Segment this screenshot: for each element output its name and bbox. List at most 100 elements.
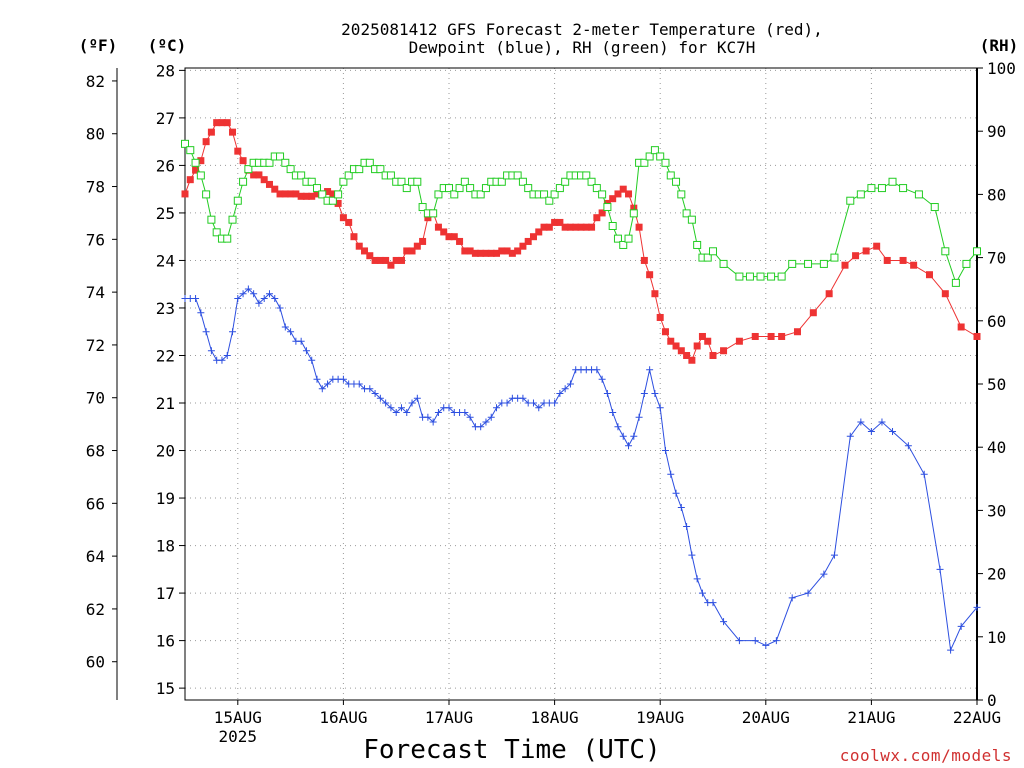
temperature-series-line <box>184 122 978 362</box>
temperature-point <box>672 342 680 350</box>
temperature-point <box>223 119 231 127</box>
dewpoint-point <box>466 413 474 421</box>
rh-point <box>497 177 506 186</box>
temperature-point <box>873 242 881 250</box>
rh-point <box>455 184 464 193</box>
temperature-point <box>551 218 559 226</box>
temperature-point <box>852 252 860 260</box>
plot-frame <box>184 67 978 701</box>
rh-point <box>413 177 422 186</box>
temperature-point <box>197 157 205 165</box>
rh-point <box>640 158 649 167</box>
rh-point <box>719 259 728 268</box>
temperature-point <box>239 157 247 165</box>
rh-point <box>804 259 813 268</box>
rh-point <box>608 222 617 230</box>
rh-point <box>286 165 295 174</box>
x-axis-title: Forecast Time (UTC) <box>363 735 660 765</box>
temperature-point <box>302 192 310 200</box>
temperature-point <box>424 214 432 222</box>
temperature-point <box>793 328 801 336</box>
temperature-point <box>572 223 580 231</box>
temperature-point <box>271 185 279 193</box>
dewpoint-point <box>297 337 305 345</box>
rh-point <box>365 158 374 167</box>
celsius-tick-label: 24 <box>156 251 175 270</box>
temperature-point <box>524 237 532 245</box>
dewpoint-point <box>529 399 537 407</box>
temperature-point <box>630 204 638 212</box>
rh-point <box>196 171 205 180</box>
temperature-point <box>862 247 870 255</box>
rh-point <box>339 177 348 186</box>
dewpoint-point <box>646 366 654 374</box>
temperature-point <box>593 214 601 222</box>
temperature-point <box>408 247 416 255</box>
rh-tick-label: 90 <box>987 122 1006 141</box>
rh-point <box>777 272 786 281</box>
temperature-point <box>561 223 569 231</box>
temperature-point <box>276 190 284 198</box>
dewpoint-series-line <box>185 288 978 652</box>
rh-point <box>276 152 285 161</box>
temperature-point <box>371 256 379 264</box>
rh-point <box>555 184 564 193</box>
dewpoint-point <box>656 404 664 412</box>
temperature-point <box>445 233 453 241</box>
rh-point <box>645 152 654 161</box>
celsius-tick-label: 18 <box>156 537 175 556</box>
dewpoint-point <box>556 390 564 398</box>
rh-point <box>476 190 485 199</box>
rh-unit-label: (RH) <box>980 36 1019 55</box>
temperature-point <box>355 242 363 250</box>
fahrenheit-tick-label: 68 <box>86 442 105 461</box>
dewpoint-point <box>207 347 215 355</box>
dewpoint-point <box>609 409 617 417</box>
temperature-point <box>973 332 981 340</box>
dewpoint-point <box>551 399 559 407</box>
temperature-point <box>698 332 706 340</box>
dewpoint-point <box>244 285 252 293</box>
rh-point <box>402 184 411 193</box>
temperature-point <box>598 209 606 217</box>
temperature-point <box>735 337 743 345</box>
temperature-point <box>250 171 258 179</box>
dewpoint-point <box>371 390 379 398</box>
dewpoint-point <box>830 551 838 559</box>
dewpoint-point <box>651 390 659 398</box>
temperature-point <box>202 138 210 146</box>
dewpoint-point <box>260 294 268 302</box>
rh-tick-label: 0 <box>987 691 997 710</box>
rh-tick-label: 30 <box>987 501 1006 520</box>
celsius-unit-label: (ºC) <box>148 36 187 55</box>
celsius-tick-label: 25 <box>156 204 175 223</box>
dewpoint-point <box>281 323 289 331</box>
rh-point <box>603 203 612 212</box>
dewpoint-point <box>223 351 231 359</box>
rh-tick-label: 100 <box>987 59 1016 78</box>
temperature-point <box>899 256 907 264</box>
rh-point <box>962 259 971 268</box>
rh-point <box>334 190 343 199</box>
temperature-point <box>207 128 215 136</box>
rh-point <box>328 196 337 205</box>
temperature-point <box>218 119 226 127</box>
dewpoint-point <box>308 356 316 364</box>
temperature-point <box>397 256 405 264</box>
celsius-tick-label: 20 <box>156 442 175 461</box>
dewpoint-point <box>482 418 490 426</box>
rh-point <box>318 190 327 199</box>
rh-point <box>244 165 253 174</box>
temperature-point <box>234 147 242 155</box>
rh-point <box>941 247 950 256</box>
dewpoint-point <box>630 432 638 440</box>
dewpoint-point <box>376 394 384 402</box>
rh-point <box>687 215 696 224</box>
celsius-tick-label: 19 <box>156 489 175 508</box>
dewpoint-point <box>202 328 210 336</box>
rh-point <box>856 190 865 199</box>
rh-point <box>202 190 211 199</box>
temperature-point <box>540 223 548 231</box>
temperature-point <box>709 351 717 359</box>
celsius-tick-label: 22 <box>156 346 175 365</box>
